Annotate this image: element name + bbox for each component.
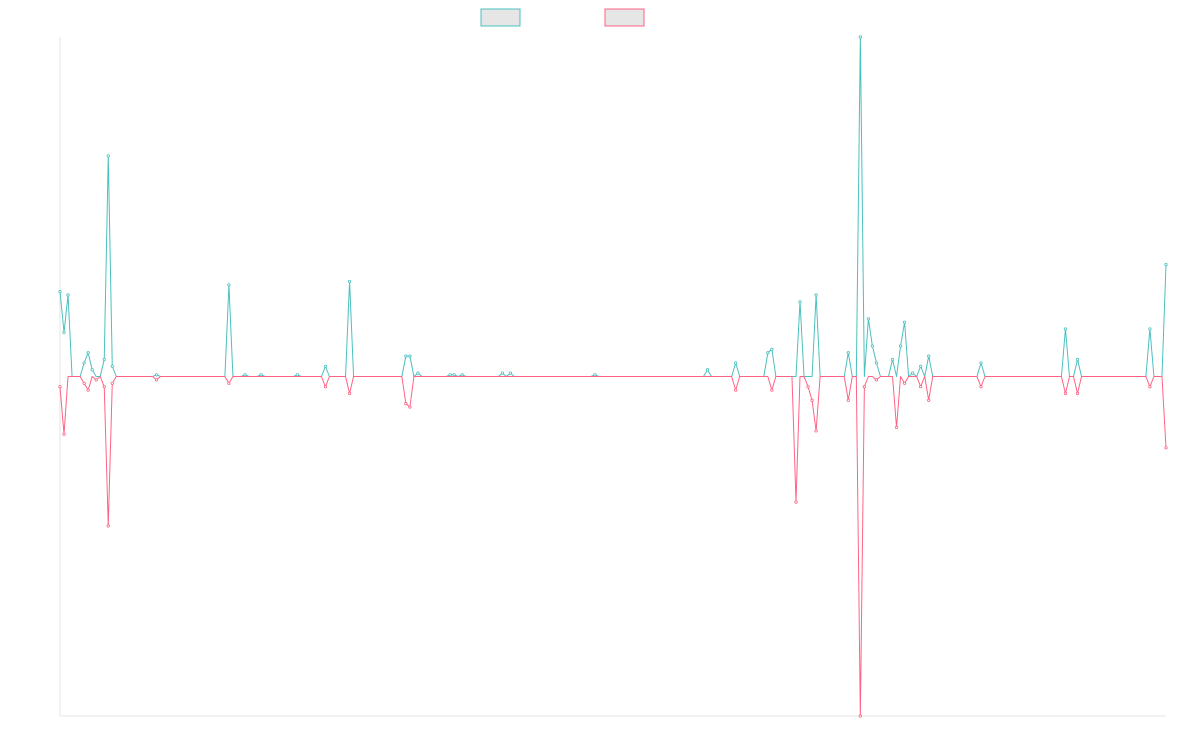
series-2-point — [94, 378, 98, 382]
series-2-point — [110, 381, 114, 385]
series-1-point — [593, 373, 597, 377]
series-1-point — [452, 373, 456, 377]
series-2-point — [770, 388, 774, 392]
series-2-point — [794, 500, 798, 504]
series-1-point — [911, 371, 915, 375]
series-2-point — [102, 385, 106, 389]
series-2-point — [347, 391, 352, 396]
series-1-point — [814, 293, 818, 297]
series-2-point — [1148, 385, 1152, 389]
series-2-point — [1063, 391, 1068, 396]
series-group — [58, 35, 1168, 718]
series-1-point — [846, 351, 850, 355]
series-1-point — [1164, 262, 1168, 267]
series-2-point — [1075, 391, 1080, 396]
series-1 — [58, 35, 1168, 377]
series-1-point — [979, 361, 983, 365]
series-1-point — [323, 364, 328, 368]
series-2-point — [927, 398, 931, 402]
series-1-point — [295, 373, 299, 377]
series-1-point — [106, 154, 110, 158]
series-1-point — [227, 283, 231, 287]
series-2-point — [106, 524, 110, 528]
series-1-point — [62, 330, 66, 334]
series-2-point — [814, 429, 818, 433]
series-1-point — [102, 357, 106, 362]
series-2-point — [734, 388, 738, 392]
series-2-point — [227, 381, 231, 385]
series-1-point — [919, 364, 923, 368]
series-1-point — [766, 351, 770, 355]
series-2-point — [810, 398, 814, 402]
series-1-point — [902, 320, 907, 324]
series-1-point — [1148, 327, 1152, 331]
series-1-point — [798, 300, 802, 304]
series-1-point — [347, 279, 352, 284]
series-1-point — [460, 373, 464, 377]
series-1-point — [898, 344, 903, 348]
series-1-point — [866, 317, 870, 321]
series-2-point — [86, 388, 90, 392]
series-2-point — [62, 432, 66, 436]
series-1-point — [1075, 357, 1080, 362]
series-2-point — [404, 402, 408, 406]
series-1-point — [416, 371, 420, 375]
series-2-point — [323, 385, 328, 389]
series-2-point — [874, 378, 879, 382]
series-1-point — [500, 371, 504, 375]
series-2-point — [82, 381, 86, 385]
series-1-point — [82, 361, 86, 365]
series-2-point — [902, 381, 907, 385]
series-2-point — [979, 385, 983, 389]
series-2-point — [862, 385, 866, 389]
series-1-point — [705, 368, 710, 372]
legend — [480, 8, 645, 27]
series-2-point — [154, 378, 159, 382]
series-1-point — [66, 293, 70, 297]
series-1-point — [858, 35, 862, 39]
series-1-point — [154, 373, 159, 377]
series-1-point — [110, 364, 114, 368]
series-1-point — [404, 354, 408, 358]
series-1-point — [58, 290, 62, 294]
series-2-point — [58, 385, 62, 389]
series-1-point — [243, 373, 247, 377]
series-1-point — [508, 371, 513, 375]
series-1-point — [1063, 327, 1068, 331]
series-1-point — [927, 354, 931, 358]
series-1-point — [90, 368, 94, 372]
series-2-point — [806, 385, 810, 389]
series-1-point — [770, 347, 774, 351]
series-2-point — [846, 398, 850, 402]
series-2-point — [919, 385, 923, 389]
series-1-point — [874, 361, 879, 365]
series-1-point — [408, 354, 412, 358]
series-2-point — [858, 714, 862, 718]
series-2-line — [59, 376, 1167, 717]
series-2-point — [408, 405, 412, 409]
legend-swatch-1[interactable] — [480, 8, 521, 27]
series-2-point — [1164, 446, 1168, 450]
legend-swatch-2[interactable] — [604, 8, 645, 27]
series-1-point — [86, 351, 90, 355]
series-1-point — [734, 361, 738, 365]
series-2 — [58, 376, 1168, 718]
series-1-line — [59, 36, 1167, 377]
series-1-point — [448, 373, 452, 377]
axes — [59, 37, 1166, 717]
series-1-point — [870, 344, 875, 348]
series-2-point — [894, 425, 899, 430]
series-1-point — [259, 373, 263, 377]
series-1-point — [890, 357, 895, 362]
